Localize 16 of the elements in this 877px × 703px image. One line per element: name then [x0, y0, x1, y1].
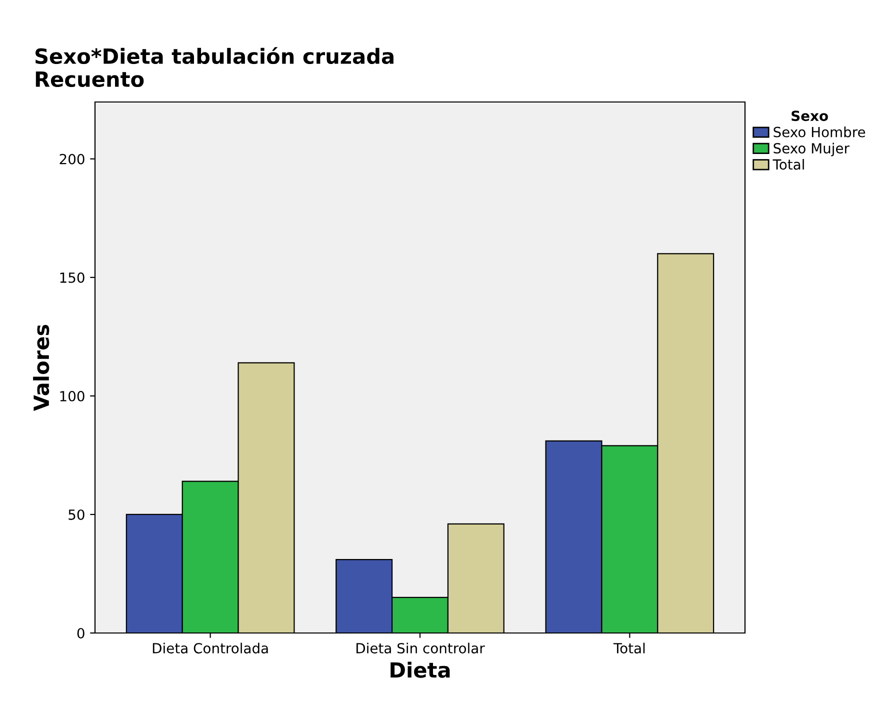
legend-label: Total: [772, 158, 804, 170]
y-axis-title: Valores: [33, 324, 50, 412]
legend-label: Sexo Hombre: [774, 126, 866, 138]
x-tick-label: Dieta Controlada: [152, 642, 268, 654]
chart-title: Sexo*Dieta tabulación cruzada: [35, 47, 394, 64]
x-tick-label: Dieta Sin controlar: [356, 642, 485, 654]
y-tick-label: 100: [60, 390, 84, 402]
chart-subtitle: Recuento: [36, 72, 144, 88]
y-tick-label: 0: [77, 628, 84, 638]
y-tick-label: 200: [60, 154, 84, 164]
x-tick-label: Total: [613, 642, 645, 654]
legend-title: Sexo: [792, 110, 828, 122]
x-axis-title: Dieta: [390, 662, 450, 678]
y-tick-label: 50: [68, 509, 84, 520]
y-tick-label: 150: [60, 272, 84, 283]
legend-label: Sexo Mujer: [774, 142, 850, 156]
